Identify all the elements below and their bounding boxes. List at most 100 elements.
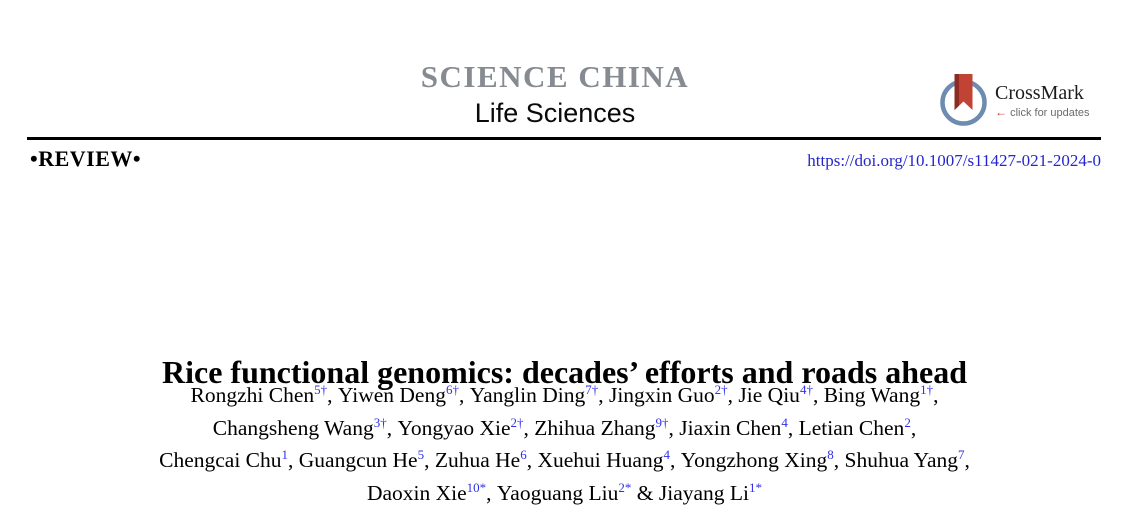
author-name: Yongzhong Xing	[680, 448, 828, 472]
crossmark-tagline-text: click for updates	[1010, 106, 1090, 119]
author-name: Jie Qiu	[738, 383, 800, 407]
author-affiliation-sup: 10*	[466, 479, 487, 495]
author-affiliation-sup: 8	[827, 446, 834, 462]
author: Jingxin Guo2†,	[609, 383, 738, 407]
article-type-label: •REVIEW•	[30, 146, 142, 171]
author-separator: &	[631, 480, 659, 505]
author-affiliation-sup: 7	[958, 446, 965, 462]
author-affiliation-sup: 1*	[749, 479, 763, 495]
author-affiliation-sup: 4†	[799, 381, 813, 397]
header-rule	[27, 137, 1101, 140]
author: Yongyao Xie2†,	[397, 414, 535, 440]
crossmark-tagline: ← click for updates	[995, 104, 1090, 120]
author-separator: ,	[910, 415, 917, 440]
journal-subtitle: Life Sciences	[474, 98, 636, 128]
author: Rongzhi Chen5†,	[191, 383, 338, 407]
author-line-3: Chengcai Chu1, Guangcun He5, Zuhua He6, …	[0, 444, 1129, 477]
author: Yaoguang Liu2* &	[496, 479, 659, 505]
author-separator: ,	[668, 415, 680, 440]
author-name: Yongyao Xie	[397, 415, 511, 440]
author-separator: ,	[669, 448, 681, 472]
author-separator: ,	[787, 415, 799, 440]
author: Bing Wang1†,	[824, 383, 939, 407]
crossmark-arrow-icon: ←	[995, 104, 1007, 119]
author-name: Letian Chen	[798, 415, 905, 440]
author-separator: ,	[812, 383, 824, 407]
author-name: Shuhua Yang	[844, 448, 959, 472]
author-affiliation-sup: 4	[781, 414, 788, 430]
author-name: Changsheng Wang	[212, 415, 374, 440]
author-affiliation-sup: 5†	[314, 381, 328, 397]
author: Chengcai Chu1,	[159, 448, 299, 472]
author: Zhihua Zhang9†,	[534, 414, 680, 440]
author-list: Rongzhi Chen5†, Yiwen Deng6†, Yanglin Di…	[0, 379, 1129, 509]
author-affiliation-sup: 1	[281, 446, 289, 462]
author-separator: ,	[288, 448, 299, 472]
author-name: Zuhua He	[434, 448, 521, 472]
author-affiliation-sup: 2*	[618, 479, 632, 495]
author-affiliation-sup: 6	[520, 446, 527, 462]
author: Jiaxin Chen4,	[679, 414, 799, 440]
doi-link[interactable]: https://doi.org/10.1007/s11427-021-2024-…	[807, 151, 1101, 170]
author: Letian Chen2,	[798, 414, 917, 440]
author-affiliation-sup: 1†	[920, 381, 934, 397]
author: Guangcun He5,	[299, 448, 435, 472]
journal-name: SCIENCE CHINA	[420, 59, 690, 94]
author-name: Yaoguang Liu	[496, 480, 619, 505]
author-line-2: Changsheng Wang3†, Yongyao Xie2†, Zhihua…	[0, 412, 1129, 445]
author-name: Yanglin Ding	[469, 383, 586, 407]
author-separator: ,	[598, 383, 609, 407]
author: Yiwen Deng6†,	[338, 383, 470, 407]
crossmark-text: CrossMark ← click for updates	[995, 81, 1090, 120]
author: Changsheng Wang3†,	[212, 414, 398, 440]
author-affiliation-sup: 7†	[585, 381, 599, 397]
crossmark-label: CrossMark	[995, 81, 1084, 104]
author-name: Zhihua Zhang	[534, 415, 656, 440]
author-affiliation-sup: 9†	[655, 414, 669, 430]
author: Jie Qiu4†,	[738, 383, 823, 407]
author-affiliation-sup: 3†	[373, 414, 387, 430]
author-separator: ,	[424, 448, 435, 472]
author-name: Guangcun He	[298, 448, 418, 472]
crossmark-badge[interactable]: CrossMark ← click for updates	[938, 74, 1090, 128]
author-separator: ,	[327, 383, 338, 407]
author-separator: ,	[964, 448, 970, 472]
author-name: Jiaxin Chen	[679, 415, 782, 440]
paper-title: Rice functional genomics: decades’ effor…	[162, 354, 967, 391]
author: Yanglin Ding7†,	[470, 383, 609, 407]
author-name: Chengcai Chu	[159, 448, 282, 472]
author-line-4: Daoxin Xie10*, Yaoguang Liu2* & Jiayang …	[0, 477, 1129, 510]
author-affiliation-sup: 5	[417, 446, 425, 462]
author-name: Jiayang Li	[658, 480, 750, 505]
author: Daoxin Xie10*,	[366, 479, 497, 505]
author: Zuhua He6,	[435, 448, 538, 472]
author-affiliation-sup: 2†	[714, 381, 728, 397]
author-affiliation-sup: 4	[663, 446, 670, 462]
author-separator: ,	[526, 448, 538, 472]
author-name: Daoxin Xie	[366, 480, 467, 505]
journal-masthead: SCIENCE CHINA Life Sciences	[0, 59, 1110, 129]
author-name: Jingxin Guo	[608, 383, 715, 407]
author-separator: ,	[933, 383, 939, 407]
author: Jiayang Li1*	[658, 479, 763, 505]
crossmark-ribbon-shadow	[954, 74, 959, 110]
author-separator: ,	[458, 383, 470, 407]
author-affiliation-sup: 2	[904, 414, 911, 430]
author-separator: ,	[523, 415, 535, 440]
author-name: Xuehui Huang	[537, 448, 664, 472]
author-separator: ,	[486, 480, 497, 505]
author-affiliation-sup: 2†	[510, 414, 524, 430]
author-name: Bing Wang	[823, 383, 921, 407]
author-name: Rongzhi Chen	[190, 383, 315, 407]
crossmark-logo-icon	[940, 74, 987, 126]
author: Shuhua Yang7,	[845, 448, 970, 472]
author-name: Yiwen Deng	[337, 383, 446, 407]
author-separator: ,	[727, 383, 739, 407]
author-affiliation-sup: 6†	[445, 381, 459, 397]
author: Yongzhong Xing8,	[681, 448, 845, 472]
author: Xuehui Huang4,	[537, 448, 680, 472]
author-separator: ,	[386, 415, 398, 440]
author-separator: ,	[833, 448, 845, 472]
author-line-1: Rongzhi Chen5†, Yiwen Deng6†, Yanglin Di…	[0, 379, 1129, 412]
